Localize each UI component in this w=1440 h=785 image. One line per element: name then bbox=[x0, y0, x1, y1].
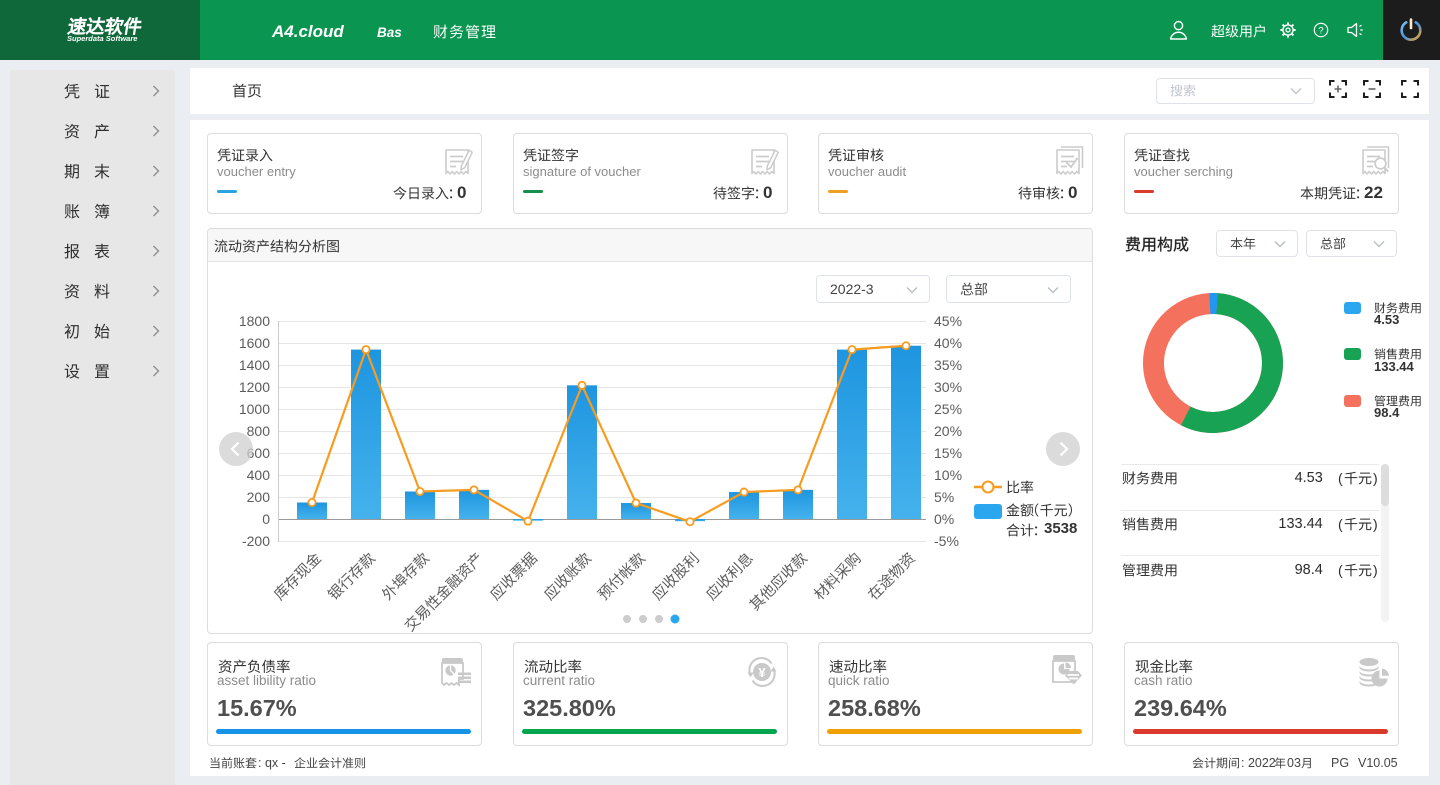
svg-text:-200: -200 bbox=[242, 533, 270, 549]
svg-text:-5%: -5% bbox=[934, 533, 959, 549]
svg-text:¥: ¥ bbox=[758, 665, 766, 680]
svg-text:10%: 10% bbox=[934, 467, 962, 483]
svg-text:1000: 1000 bbox=[239, 401, 270, 417]
svg-text:5%: 5% bbox=[934, 489, 954, 505]
svg-text:20%: 20% bbox=[934, 423, 962, 439]
svg-text:1400: 1400 bbox=[239, 357, 270, 373]
svg-text:1800: 1800 bbox=[239, 313, 270, 329]
svg-text:0: 0 bbox=[262, 511, 270, 527]
svg-text:1600: 1600 bbox=[239, 335, 270, 351]
svg-text:?: ? bbox=[1318, 25, 1323, 36]
svg-text:800: 800 bbox=[247, 423, 271, 439]
svg-text:200: 200 bbox=[247, 489, 271, 505]
svg-text:25%: 25% bbox=[934, 401, 962, 417]
svg-text:15%: 15% bbox=[934, 445, 962, 461]
svg-text:0%: 0% bbox=[934, 511, 954, 527]
svg-text:400: 400 bbox=[247, 467, 271, 483]
svg-text:30%: 30% bbox=[934, 379, 962, 395]
svg-text:45%: 45% bbox=[934, 313, 962, 329]
svg-text:35%: 35% bbox=[934, 357, 962, 373]
svg-text:40%: 40% bbox=[934, 335, 962, 351]
svg-text:1200: 1200 bbox=[239, 379, 270, 395]
